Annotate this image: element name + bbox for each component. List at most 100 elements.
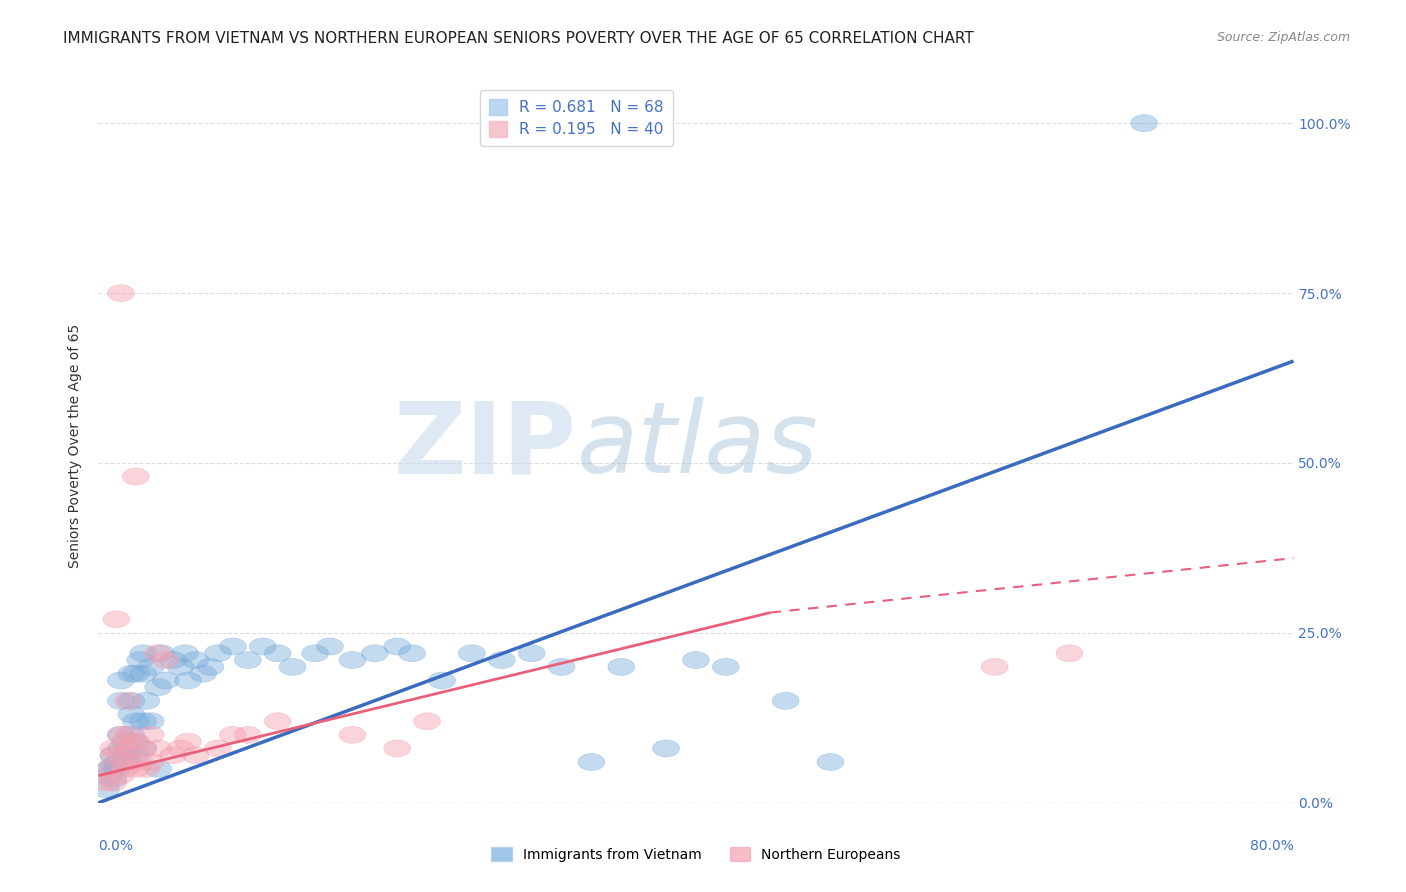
Ellipse shape [172, 645, 198, 662]
Y-axis label: Seniors Poverty Over the Age of 65: Seniors Poverty Over the Age of 65 [69, 324, 83, 568]
Ellipse shape [772, 692, 799, 709]
Ellipse shape [249, 638, 276, 655]
Text: 0.0%: 0.0% [98, 838, 134, 853]
Ellipse shape [115, 740, 142, 757]
Ellipse shape [93, 780, 120, 797]
Text: atlas: atlas [576, 398, 818, 494]
Ellipse shape [107, 726, 135, 743]
Ellipse shape [93, 774, 120, 791]
Ellipse shape [104, 754, 131, 771]
Ellipse shape [118, 692, 145, 709]
Ellipse shape [112, 733, 139, 750]
Text: Source: ZipAtlas.com: Source: ZipAtlas.com [1216, 31, 1350, 45]
Ellipse shape [122, 733, 149, 750]
Ellipse shape [219, 638, 246, 655]
Ellipse shape [183, 747, 209, 764]
Ellipse shape [219, 726, 246, 743]
Ellipse shape [138, 754, 165, 771]
Ellipse shape [112, 733, 139, 750]
Ellipse shape [107, 767, 135, 784]
Ellipse shape [112, 760, 139, 777]
Ellipse shape [122, 733, 149, 750]
Ellipse shape [148, 645, 174, 662]
Ellipse shape [264, 713, 291, 730]
Ellipse shape [167, 740, 194, 757]
Ellipse shape [152, 672, 179, 689]
Ellipse shape [122, 713, 149, 730]
Ellipse shape [817, 754, 844, 771]
Ellipse shape [118, 740, 145, 757]
Ellipse shape [174, 733, 201, 750]
Ellipse shape [264, 645, 291, 662]
Ellipse shape [578, 754, 605, 771]
Ellipse shape [129, 713, 156, 730]
Ellipse shape [138, 726, 165, 743]
Ellipse shape [384, 740, 411, 757]
Ellipse shape [519, 645, 546, 662]
Ellipse shape [160, 747, 187, 764]
Ellipse shape [107, 740, 135, 757]
Ellipse shape [1056, 645, 1083, 662]
Ellipse shape [122, 665, 149, 682]
Legend: R = 0.681   N = 68, R = 0.195   N = 40: R = 0.681 N = 68, R = 0.195 N = 40 [479, 90, 673, 146]
Ellipse shape [107, 672, 135, 689]
Ellipse shape [107, 285, 135, 301]
Ellipse shape [280, 658, 307, 675]
Ellipse shape [607, 658, 634, 675]
Ellipse shape [129, 645, 156, 662]
Ellipse shape [652, 740, 679, 757]
Ellipse shape [458, 645, 485, 662]
Ellipse shape [107, 747, 135, 764]
Text: ZIP: ZIP [394, 398, 576, 494]
Ellipse shape [339, 726, 366, 743]
Ellipse shape [204, 645, 232, 662]
Ellipse shape [129, 740, 156, 757]
Ellipse shape [138, 713, 165, 730]
Ellipse shape [122, 468, 149, 485]
Ellipse shape [682, 651, 710, 669]
Ellipse shape [100, 747, 127, 764]
Ellipse shape [548, 658, 575, 675]
Ellipse shape [115, 754, 142, 771]
Ellipse shape [429, 672, 456, 689]
Ellipse shape [107, 726, 135, 743]
Ellipse shape [361, 645, 388, 662]
Ellipse shape [96, 760, 122, 777]
Ellipse shape [118, 706, 145, 723]
Ellipse shape [100, 740, 127, 757]
Ellipse shape [100, 771, 127, 788]
Ellipse shape [122, 747, 149, 764]
Ellipse shape [1130, 115, 1157, 132]
Ellipse shape [138, 658, 165, 675]
Ellipse shape [190, 665, 217, 682]
Ellipse shape [132, 692, 160, 709]
Ellipse shape [103, 760, 129, 777]
Ellipse shape [160, 651, 187, 669]
Ellipse shape [97, 760, 124, 777]
Ellipse shape [100, 747, 127, 764]
Ellipse shape [204, 740, 232, 757]
Ellipse shape [115, 754, 142, 771]
Ellipse shape [100, 757, 127, 774]
Ellipse shape [129, 665, 156, 682]
Ellipse shape [115, 692, 142, 709]
Ellipse shape [132, 760, 160, 777]
Ellipse shape [167, 658, 194, 675]
Ellipse shape [118, 726, 145, 743]
Ellipse shape [235, 726, 262, 743]
Text: 80.0%: 80.0% [1250, 838, 1294, 853]
Ellipse shape [100, 774, 127, 791]
Ellipse shape [488, 651, 515, 669]
Ellipse shape [96, 767, 122, 784]
Ellipse shape [384, 638, 411, 655]
Ellipse shape [413, 713, 440, 730]
Ellipse shape [197, 658, 224, 675]
Ellipse shape [339, 651, 366, 669]
Ellipse shape [122, 760, 149, 777]
Ellipse shape [145, 679, 172, 696]
Ellipse shape [107, 692, 135, 709]
Ellipse shape [152, 651, 179, 669]
Ellipse shape [174, 672, 201, 689]
Text: IMMIGRANTS FROM VIETNAM VS NORTHERN EUROPEAN SENIORS POVERTY OVER THE AGE OF 65 : IMMIGRANTS FROM VIETNAM VS NORTHERN EURO… [63, 31, 974, 46]
Ellipse shape [981, 658, 1008, 675]
